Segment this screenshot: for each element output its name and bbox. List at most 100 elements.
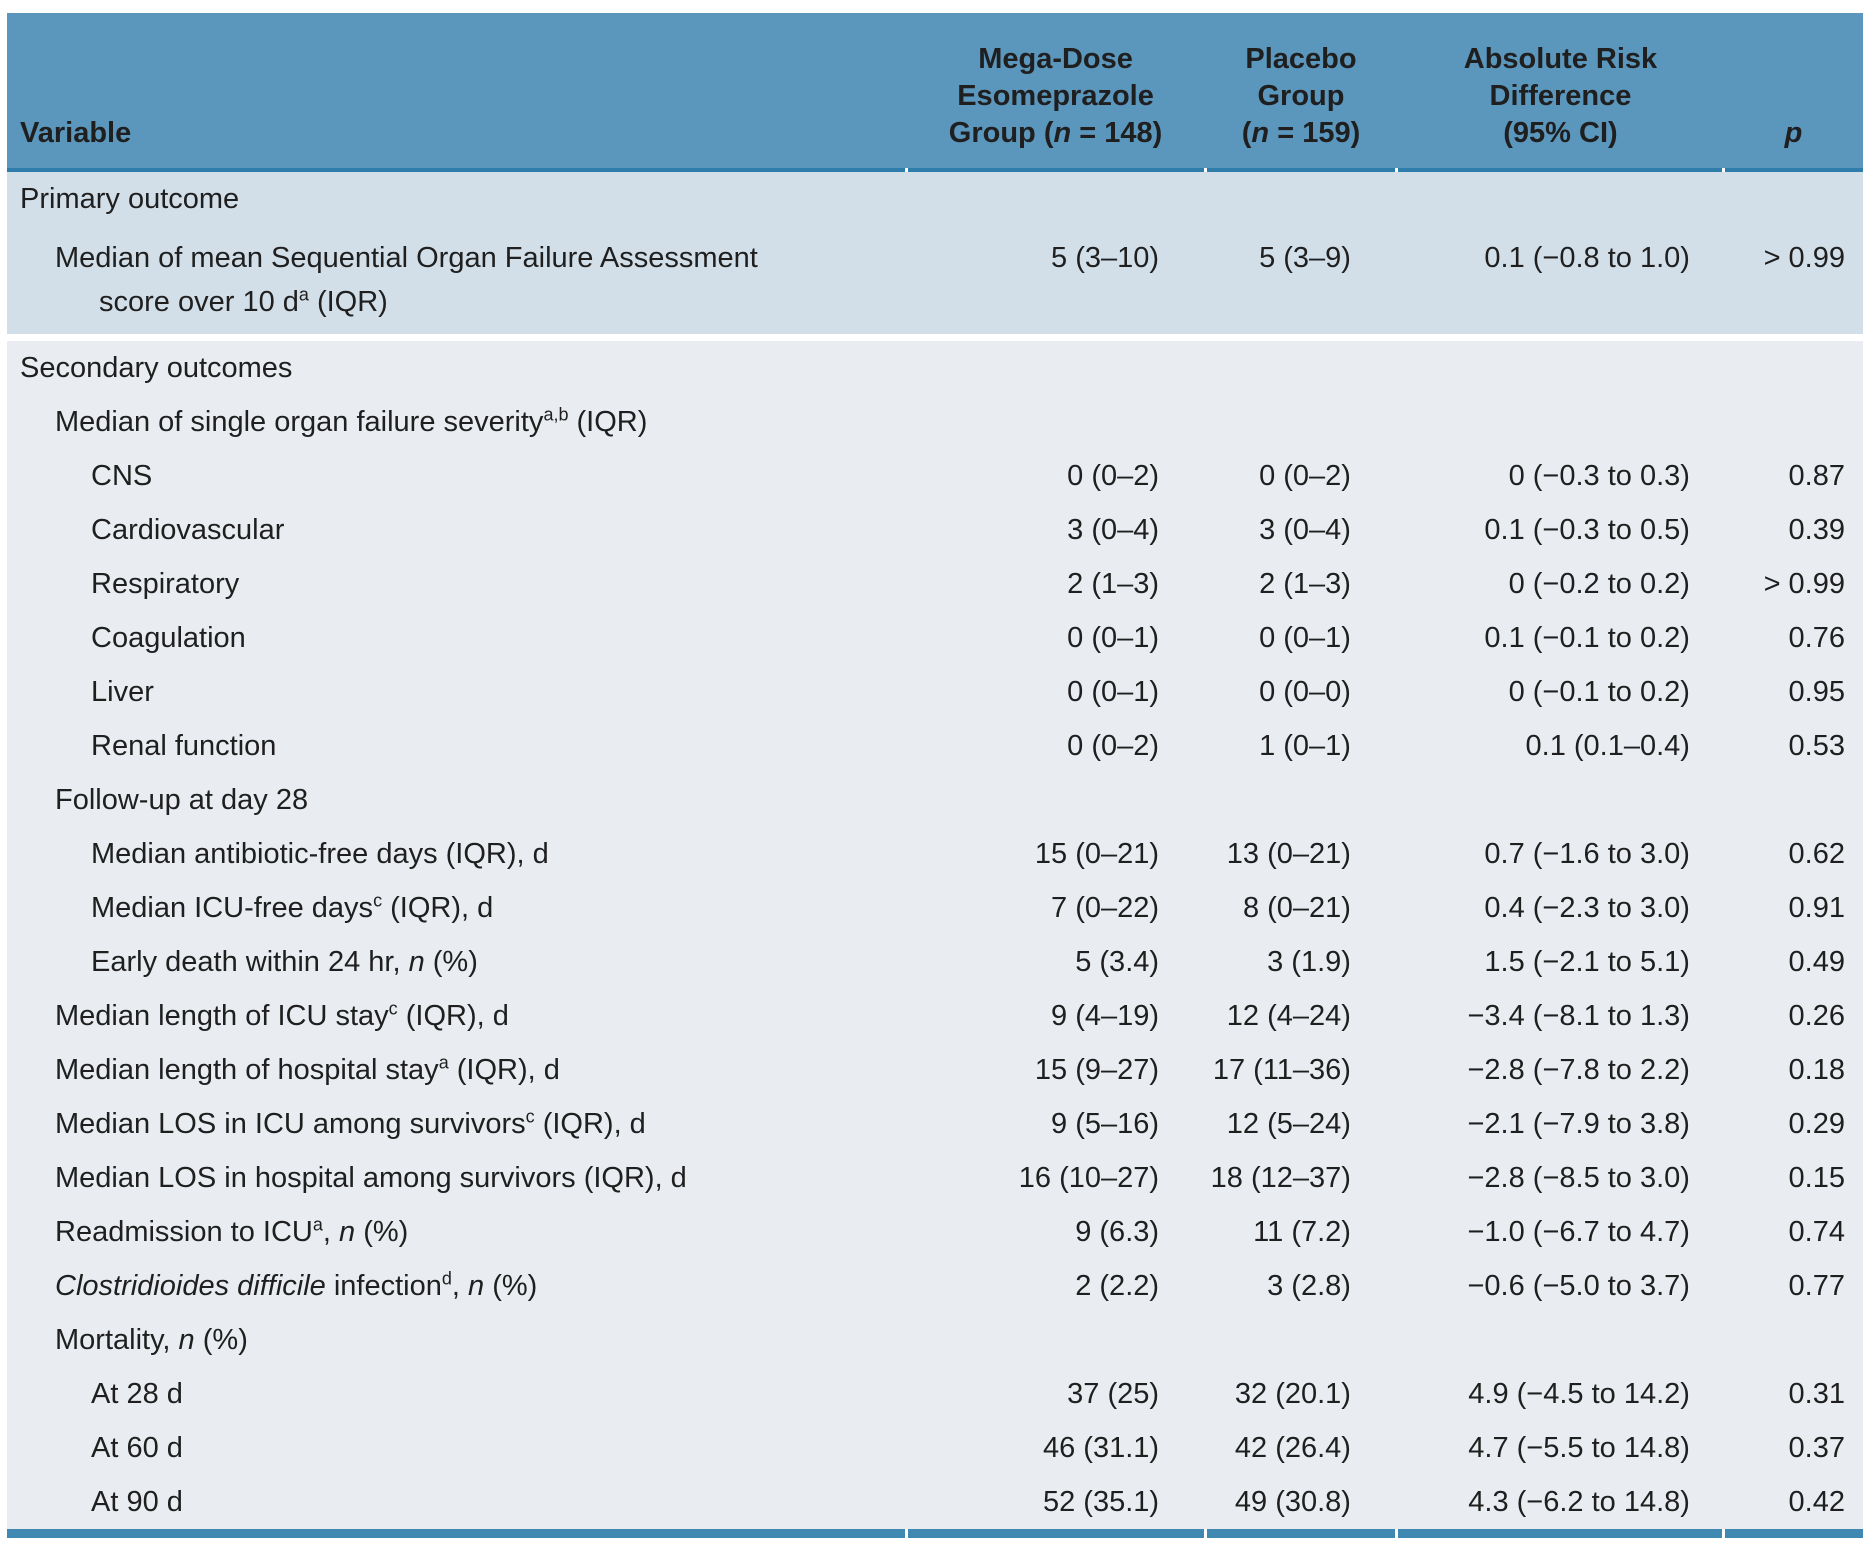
bottom-rule-segment xyxy=(1722,1529,1863,1538)
row-label: Cardiovascular xyxy=(7,503,907,557)
text-segment: Median of mean Sequential Organ Failure … xyxy=(55,242,758,274)
text-segment: Group xyxy=(1257,80,1345,112)
cell-value: 12 (5–24) xyxy=(1205,1097,1397,1151)
header-rule-segment xyxy=(904,168,1206,172)
cell-value: −2.8 (−7.8 to 2.2) xyxy=(1396,1043,1724,1097)
cell-value: > 0.99 xyxy=(1723,226,1863,334)
text-segment: Median of single organ failure severity xyxy=(55,406,544,438)
cell-value: 0.37 xyxy=(1723,1421,1863,1475)
cell-value: 0.1 (−0.8 to 1.0) xyxy=(1396,226,1724,334)
cell-value: 49 (30.8) xyxy=(1205,1475,1397,1529)
cell-value xyxy=(1396,773,1724,827)
table-row: At 90 d 52 (35.1) 49 (30.8) 4.3 (−6.2 to 14… xyxy=(7,1475,1863,1529)
text-segment: Median antibiotic-free days (IQR), d xyxy=(91,838,549,870)
cell-value: 7 (0–22) xyxy=(906,881,1206,935)
text-segment: Median LOS in ICU among survivors xyxy=(55,1108,526,1140)
table-row: Coagulation 0 (0–1) 0 (0–1) 0.1 (−0.1 to 0.… xyxy=(7,611,1863,665)
cell-value xyxy=(906,172,1206,226)
superscript-footnote-marker: a xyxy=(298,284,309,305)
table-row: At 60 d 46 (31.1) 42 (26.4) 4.7 (−5.5 to 14… xyxy=(7,1421,1863,1475)
text-segment: , xyxy=(451,1270,468,1302)
cell-value: 5 (3–10) xyxy=(906,226,1206,334)
cell-value: 0.1 (−0.1 to 0.2) xyxy=(1396,611,1724,665)
table-row: Cardiovascular 3 (0–4) 3 (0–4) 0.1 (−0.3 to… xyxy=(7,503,1863,557)
cell-value: 4.7 (−5.5 to 14.8) xyxy=(1396,1421,1724,1475)
cell-value: 3 (0–4) xyxy=(1205,503,1397,557)
text-segment: (IQR) xyxy=(308,286,388,318)
cell-value: −0.6 (−5.0 to 3.7) xyxy=(1396,1259,1724,1313)
table-header: Variable Mega-Dose Esomeprazole Group (n = … xyxy=(7,13,1863,172)
row-label: At 60 d xyxy=(7,1421,907,1475)
section-gap xyxy=(7,334,1863,341)
superscript-footnote-marker: c xyxy=(525,1106,535,1127)
cell-value: 9 (4–19) xyxy=(906,989,1206,1043)
text-segment: (%) xyxy=(194,1324,248,1356)
cell-value: 9 (5–16) xyxy=(906,1097,1206,1151)
table-row: Mortality, n (%) xyxy=(7,1313,1863,1367)
text-segment: (IQR), d xyxy=(448,1054,560,1086)
table-row: Liver 0 (0–1) 0 (0–0) 0 (−0.1 to 0.2) 0.95 xyxy=(7,665,1863,719)
table-row: Median of mean Sequential Organ Failure … xyxy=(7,226,1863,334)
cell-value: −2.1 (−7.9 to 3.8) xyxy=(1396,1097,1724,1151)
text-segment: At 60 d xyxy=(91,1432,183,1464)
text-segment: Median LOS in hospital among survivors (… xyxy=(55,1162,687,1194)
cell-value: 3 (2.8) xyxy=(1205,1259,1397,1313)
cell-value: 0.7 (−1.6 to 3.0) xyxy=(1396,827,1724,881)
text-segment: Respiratory xyxy=(91,568,240,600)
cell-value xyxy=(1723,773,1863,827)
cell-value: 4.3 (−6.2 to 14.8) xyxy=(1396,1475,1724,1529)
row-label: Coagulation xyxy=(7,611,907,665)
text-segment: (%) xyxy=(484,1270,538,1302)
text-segment: Median length of ICU stay xyxy=(55,1000,389,1032)
text-segment: n xyxy=(468,1270,485,1302)
row-label: Median LOS in ICU among survivorsc (IQR)… xyxy=(7,1097,907,1151)
cell-value: 0.87 xyxy=(1723,449,1863,503)
text-segment: At 90 d xyxy=(91,1486,183,1518)
cell-value: 3 (0–4) xyxy=(906,503,1206,557)
cell-value: 0.62 xyxy=(1723,827,1863,881)
cell-value: 32 (20.1) xyxy=(1205,1367,1397,1421)
cell-value xyxy=(906,1313,1206,1367)
row-label: Early death within 24 hr, n (%) xyxy=(7,935,907,989)
cell-value xyxy=(1396,1313,1724,1367)
table-body: Primary outcome Median of mean Sequential… xyxy=(7,172,1863,1538)
cell-value: 0 (0–1) xyxy=(906,611,1206,665)
cell-value xyxy=(1205,773,1397,827)
superscript-footnote-marker: a xyxy=(312,1214,323,1235)
cell-value: > 0.99 xyxy=(1723,557,1863,611)
outcomes-table-container: Variable Mega-Dose Esomeprazole Group (n = … xyxy=(7,13,1863,1538)
cell-value: 0.1 (0.1–0.4) xyxy=(1396,719,1724,773)
row-label: Follow-up at day 28 xyxy=(7,773,907,827)
cell-value: 0.76 xyxy=(1723,611,1863,665)
text-segment: n xyxy=(408,946,425,978)
cell-value xyxy=(906,341,1206,395)
text-segment: ( xyxy=(1241,117,1252,149)
table-row: Early death within 24 hr, n (%) 5 (3.4) 3 … xyxy=(7,935,1863,989)
text-segment: n xyxy=(1053,117,1072,149)
text-segment: Median length of hospital stay xyxy=(55,1054,439,1086)
cell-value: −3.4 (−8.1 to 1.3) xyxy=(1396,989,1724,1043)
text-segment: = 148) xyxy=(1071,117,1163,149)
table-row: Median of single organ failure severitya… xyxy=(7,395,1863,449)
table-row: Readmission to ICUa, n (%) 9 (6.3) 11 (7.2… xyxy=(7,1205,1863,1259)
cell-value: 0 (−0.3 to 0.3) xyxy=(1396,449,1724,503)
text-segment: (%) xyxy=(355,1216,409,1248)
text-segment: Renal function xyxy=(91,730,277,762)
column-header-p-value: p xyxy=(1723,13,1863,168)
text-segment: CNS xyxy=(91,460,153,492)
bottom-rule-segment xyxy=(7,1529,907,1538)
cell-value xyxy=(1205,341,1397,395)
bottom-rule-segment xyxy=(904,1529,1206,1538)
cell-value xyxy=(906,773,1206,827)
text-segment: Esomeprazole xyxy=(957,80,1154,112)
cell-value: 15 (9–27) xyxy=(906,1043,1206,1097)
text-segment: (%) xyxy=(424,946,478,978)
cell-value: 5 (3.4) xyxy=(906,935,1206,989)
row-label: Median antibiotic-free days (IQR), d xyxy=(7,827,907,881)
header-rule-segment xyxy=(1203,168,1397,172)
cell-value: 0.77 xyxy=(1723,1259,1863,1313)
superscript-footnote-marker: c xyxy=(388,998,398,1019)
cell-value: 0.15 xyxy=(1723,1151,1863,1205)
cell-value: 0.49 xyxy=(1723,935,1863,989)
header-rule-segment xyxy=(1722,168,1863,172)
